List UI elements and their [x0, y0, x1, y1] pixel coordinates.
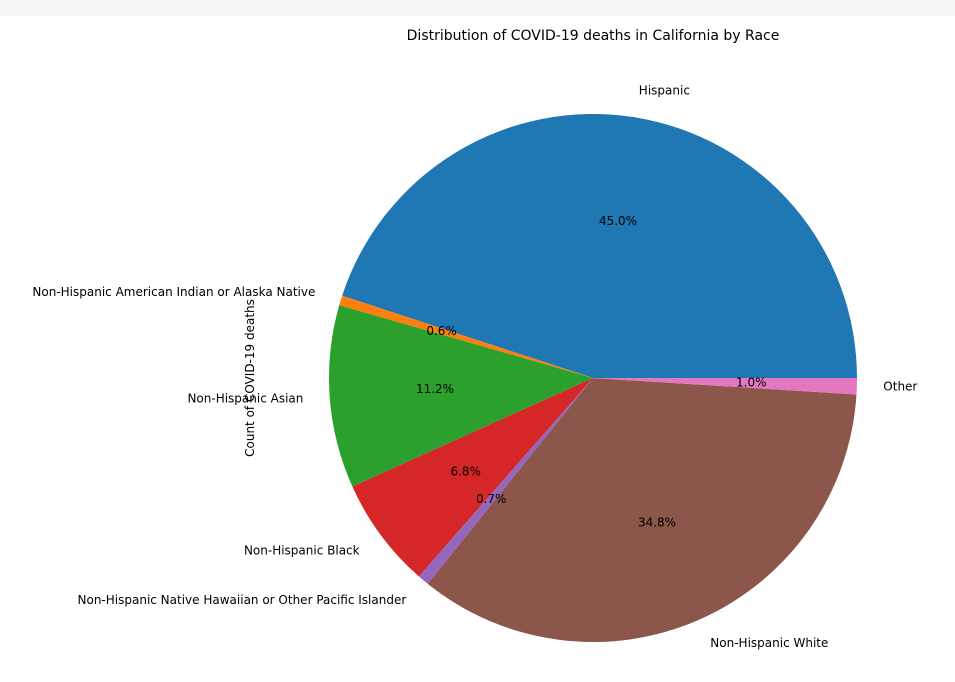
percent-label-non-hispanic-black: 6.8% [450, 465, 481, 479]
slice-label-non-hispanic-black: Non-Hispanic Black [244, 543, 360, 557]
top-bar [0, 0, 955, 16]
percent-label-non-hispanic-native-hawaiian-or-other-pacific-islander: 0.7% [476, 492, 507, 506]
percent-label-non-hispanic-american-indian-or-alaska-native: 0.6% [426, 324, 457, 338]
pie-slice-hispanic [342, 113, 857, 379]
slice-label-non-hispanic-native-hawaiian-or-other-pacific-islander: Non-Hispanic Native Hawaiian or Other Pa… [78, 593, 407, 607]
slice-label-hispanic: Hispanic [639, 84, 690, 98]
percent-label-hispanic: 45.0% [599, 214, 637, 228]
pie-slice-non-hispanic-american-indian-or-alaska-native [339, 295, 593, 378]
slice-label-non-hispanic-american-indian-or-alaska-native: Non-Hispanic American Indian or Alaska N… [32, 285, 315, 299]
slice-label-non-hispanic-asian: Non-Hispanic Asian [187, 391, 303, 405]
pie-slice-non-hispanic-black [352, 378, 593, 577]
chart-title: Distribution of COVID-19 deaths in Calif… [407, 28, 780, 44]
slice-label-other: Other [883, 380, 917, 394]
slice-label-non-hispanic-white: Non-Hispanic White [710, 636, 828, 650]
pie-slice-non-hispanic-native-hawaiian-or-other-pacific-islander [418, 378, 593, 584]
pie-labels: Hispanic 45.0% Non-Hispanic American India… [32, 84, 917, 651]
pie-slice-other [593, 378, 857, 395]
pie-slice-non-hispanic-asian [328, 305, 593, 487]
pie-slices [328, 113, 857, 643]
percent-label-other: 1.0% [736, 376, 767, 390]
percent-label-non-hispanic-white: 34.8% [638, 515, 676, 529]
percent-label-non-hispanic-asian: 11.2% [416, 382, 454, 396]
y-axis-label: Count of COVID-19 deaths [243, 299, 257, 457]
pie-slice-non-hispanic-white [427, 378, 857, 643]
